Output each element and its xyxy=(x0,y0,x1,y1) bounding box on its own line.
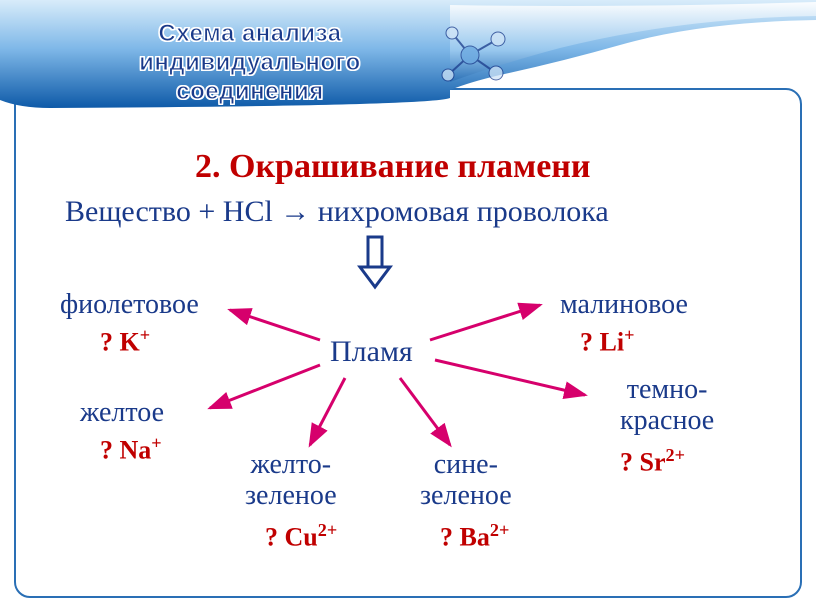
arrow-violet xyxy=(230,310,320,340)
ion-label-yellowgreen: ? Cu2+ xyxy=(265,520,337,553)
arrow-yellow xyxy=(210,365,320,408)
arrow-bluegreen xyxy=(400,378,450,445)
ion-label-crimson: ? Li+ xyxy=(580,325,634,358)
arrow-darkred xyxy=(435,360,585,395)
color-label-yellowgreen: желто-зеленое xyxy=(245,450,337,512)
color-label-crimson: малиновое xyxy=(560,290,688,321)
ion-label-yellow: ? Na+ xyxy=(100,433,162,466)
arrow-crimson xyxy=(430,305,540,340)
color-label-darkred: темно-красное xyxy=(620,375,714,437)
ion-label-bluegreen: ? Ba2+ xyxy=(440,520,509,553)
arrow-yellowgreen xyxy=(310,378,345,445)
color-label-bluegreen: сине-зеленое xyxy=(420,450,512,512)
ion-label-darkred: ? Sr2+ xyxy=(620,445,685,478)
color-label-violet: фиолетовое xyxy=(60,290,199,321)
ion-label-violet: ? K+ xyxy=(100,325,150,358)
color-label-yellow: желтое xyxy=(80,398,164,429)
